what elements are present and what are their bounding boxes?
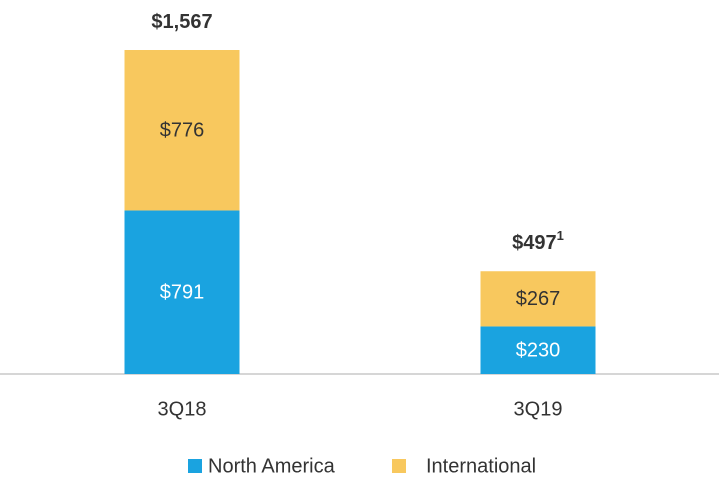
total-label: $1,567 — [151, 11, 212, 33]
x-tick-label: 3Q18 — [158, 398, 207, 420]
legend-swatch — [188, 459, 202, 473]
total-value: $1,567 — [151, 11, 212, 33]
x-tick-label: 3Q19 — [514, 398, 563, 420]
bar-segment — [480, 271, 596, 327]
legend-swatch — [392, 459, 406, 473]
value-label: $230 — [516, 340, 561, 362]
footnote-marker: 1 — [557, 229, 564, 244]
bar-segment — [124, 210, 240, 374]
bar-segment — [480, 326, 596, 374]
value-label: $267 — [516, 288, 561, 310]
value-label: $776 — [160, 120, 205, 142]
total-value: $497 — [512, 233, 557, 255]
legend-label: North America — [208, 455, 336, 477]
value-label: $791 — [160, 282, 205, 304]
bar-segment — [124, 50, 240, 211]
legend-label: International — [426, 455, 536, 477]
total-label: $4971 — [512, 229, 564, 255]
